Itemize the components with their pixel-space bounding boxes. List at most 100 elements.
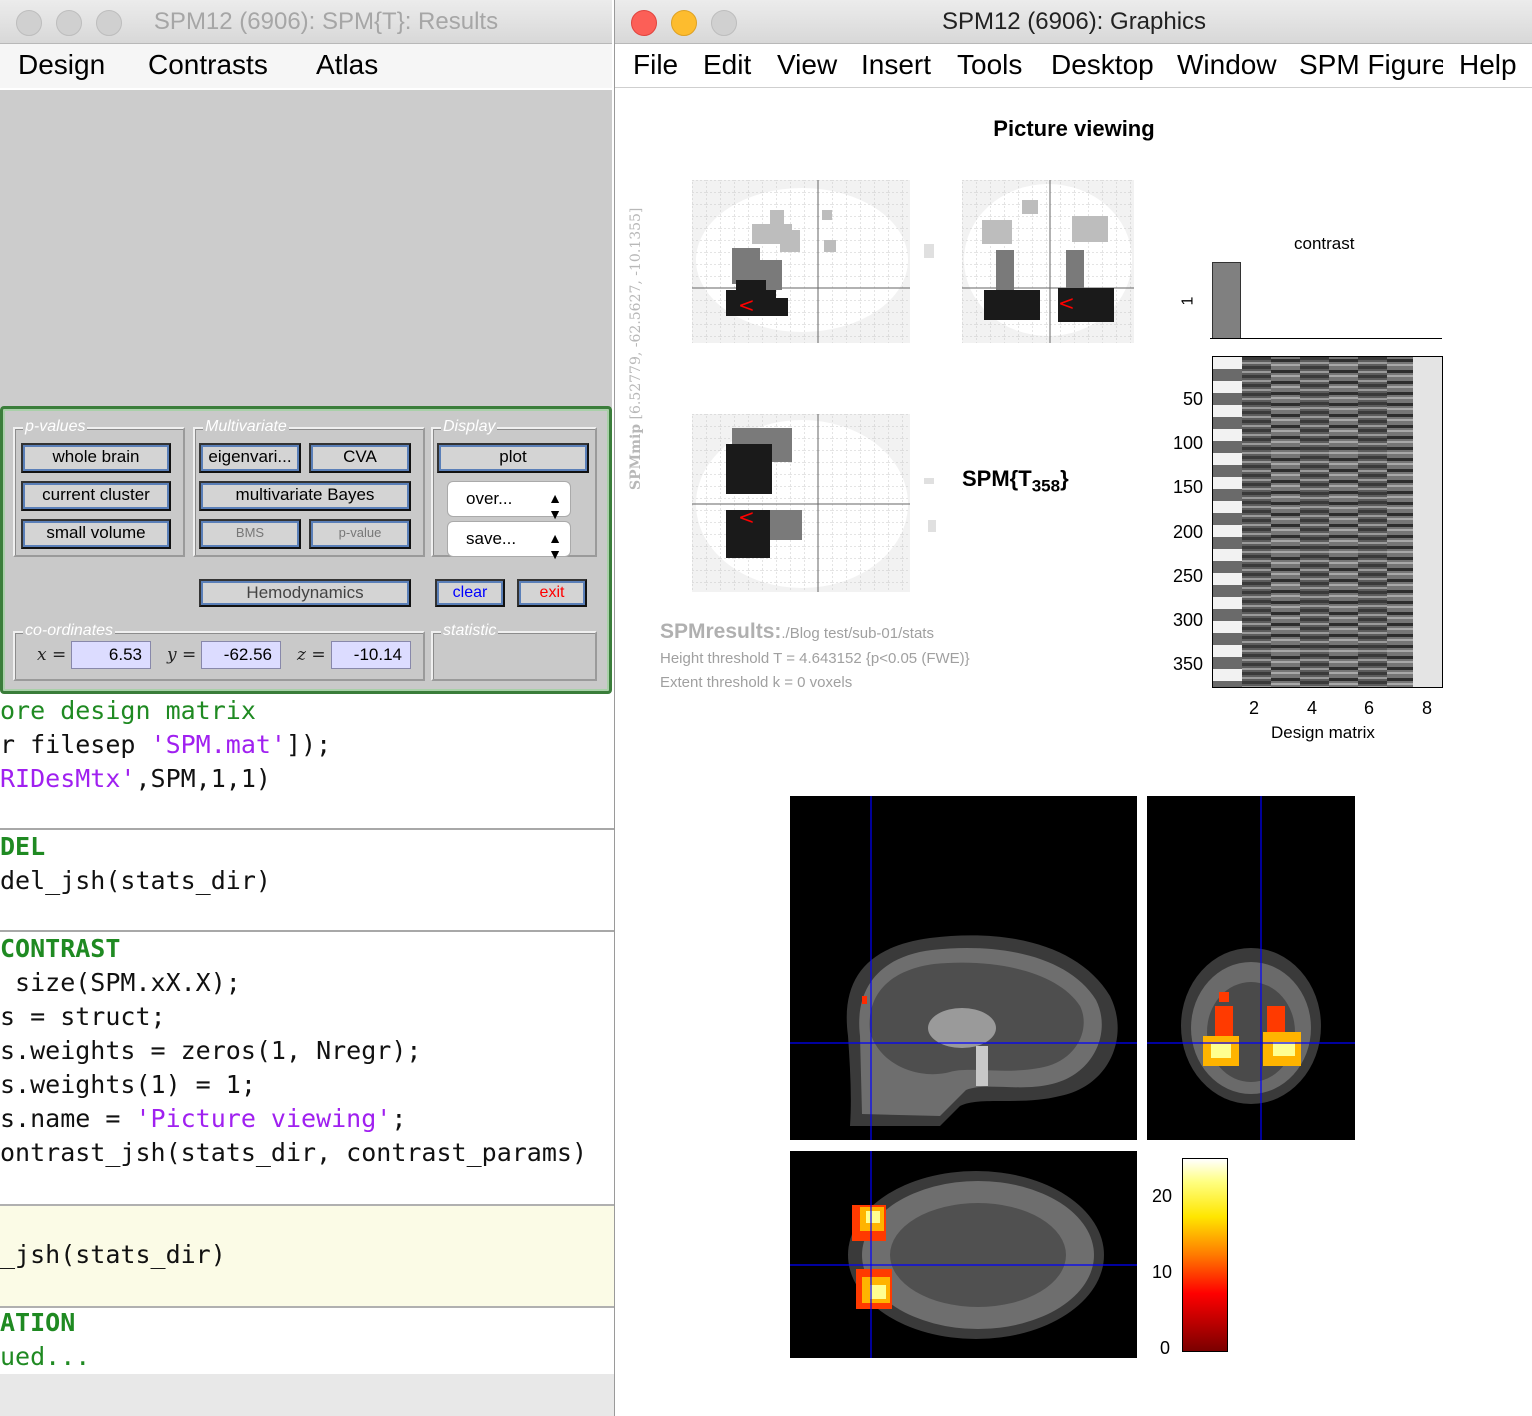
cva-button[interactable]: CVA: [309, 443, 411, 473]
code-text: ,SPM,1,1): [135, 764, 271, 793]
z-coordinate-field[interactable]: -10.14: [331, 641, 411, 669]
results-menubar: Design Contrasts Atlas: [0, 44, 612, 88]
zoom-window-icon[interactable]: [711, 10, 737, 36]
menu-desktop[interactable]: Desktop: [1051, 49, 1154, 80]
display-group: Display plot over... ▲ ▼ save... ▲ ▼: [431, 418, 597, 562]
menu-help[interactable]: Help: [1459, 49, 1517, 80]
colorbar-tick: 10: [1152, 1262, 1173, 1282]
menu-window[interactable]: Window: [1177, 49, 1277, 80]
svg-text:<: <: [1058, 291, 1075, 315]
code-comment: ued...: [0, 1342, 91, 1371]
colorbar-tick: 0: [1160, 1338, 1171, 1358]
colorbar-tick: 20: [1152, 1186, 1173, 1206]
results-empty-area: [0, 90, 612, 408]
code-line: ontrast_jsh(stats_dir, contrast_params): [0, 1138, 587, 1167]
design-matrix[interactable]: [1212, 356, 1443, 688]
whole-brain-button[interactable]: whole brain: [21, 443, 171, 473]
statistic-label: SPM{T358}: [962, 466, 1069, 496]
y-coordinate-label: y =: [167, 645, 197, 665]
mip-axial-view[interactable]: <: [692, 414, 910, 592]
menu-spm-figure[interactable]: SPM Figure: [1299, 49, 1443, 80]
results-control-panel: p-values whole brain current cluster sma…: [0, 406, 612, 694]
sagittal-section-view[interactable]: [790, 796, 1137, 1140]
results-summary-head: SPMresults:./Blog test/sub-01/stats: [660, 620, 934, 644]
code-text: s.name =: [0, 1104, 136, 1133]
code-text: ]);: [285, 730, 332, 759]
height-threshold-text: Height threshold T = 4.643152 {p<0.05 (F…: [660, 650, 970, 667]
code-editor[interactable]: ore design matrix r filesep 'SPM.mat']);…: [0, 690, 614, 1416]
design-y-tick: 250: [1173, 566, 1204, 586]
menu-view[interactable]: View: [777, 49, 838, 80]
axial-section-view[interactable]: [790, 1151, 1137, 1358]
menu-edit[interactable]: Edit: [703, 49, 752, 80]
menu-file[interactable]: File: [633, 49, 679, 80]
code-text: r filesep: [0, 730, 151, 759]
menu-contrasts[interactable]: Contrasts: [148, 49, 268, 80]
y-coordinate-field[interactable]: -62.56: [201, 641, 281, 669]
sagittal-brain-image: [790, 796, 1137, 1140]
minimize-window-icon[interactable]: [56, 10, 82, 36]
design-matrix-image: [1213, 357, 1442, 687]
group-label: Display: [441, 418, 498, 436]
menu-insert[interactable]: Insert: [861, 49, 932, 80]
p-value-button[interactable]: p-value: [309, 519, 411, 549]
code-line: del_jsh(stats_dir): [0, 866, 271, 895]
mip-sagittal-view[interactable]: <: [692, 180, 910, 343]
results-window: SPM12 (6906): SPM{T}: Results Design Con…: [0, 0, 612, 92]
figure-title: Picture viewing: [993, 116, 1155, 141]
design-x-tick: 4: [1307, 698, 1318, 718]
contrast-title: contrast: [1294, 234, 1355, 253]
overlay-popup[interactable]: over... ▲ ▼: [447, 481, 571, 522]
save-popup[interactable]: save... ▲ ▼: [447, 521, 571, 562]
code-string: 'Picture viewing': [135, 1104, 392, 1133]
exit-button[interactable]: exit: [517, 579, 587, 607]
multivariate-bayes-button[interactable]: multivariate Bayes: [199, 481, 411, 511]
menu-atlas[interactable]: Atlas: [316, 49, 379, 80]
window-title: SPM12 (6906): Graphics: [941, 8, 1207, 35]
z-coordinate-label: z =: [297, 645, 326, 665]
code-line: s.weights(1) = 1;: [0, 1070, 256, 1099]
close-window-icon[interactable]: [16, 10, 42, 36]
menu-tools[interactable]: Tools: [957, 49, 1023, 80]
close-window-icon[interactable]: [631, 10, 657, 36]
coronal-section-view[interactable]: [1147, 796, 1355, 1140]
bms-button[interactable]: BMS: [199, 519, 301, 549]
coordinates-group: co-ordinates x = 6.53 y = -62.56 z = -10…: [13, 622, 425, 681]
results-head: SPMresults:: [660, 620, 782, 643]
small-volume-button[interactable]: small volume: [21, 519, 171, 549]
mip-marker: [924, 244, 934, 258]
clear-button[interactable]: clear: [435, 579, 505, 607]
mip-sagittal-image: <: [692, 180, 910, 343]
cell-divider: [0, 828, 614, 830]
graphics-titlebar[interactable]: SPM12 (6906): Graphics: [615, 0, 1532, 44]
extent-threshold-text: Extent threshold k = 0 voxels: [660, 674, 853, 691]
contrast-axis: [1210, 338, 1442, 339]
graphics-menubar: File Edit View Insert Tools Desktop Wind…: [615, 44, 1532, 88]
minimize-window-icon[interactable]: [671, 10, 697, 36]
group-label: statistic: [441, 622, 499, 640]
chevron-updown-icon: ▲ ▼: [548, 530, 562, 562]
menu-design[interactable]: Design: [18, 49, 106, 80]
code-line: RIDesMtx',SPM,1,1): [0, 762, 271, 796]
intensity-colorbar: [1182, 1158, 1228, 1352]
code-string: 'SPM.mat': [150, 730, 286, 759]
code-line: s.weights = zeros(1, Nregr);: [0, 1036, 422, 1065]
editor-status-area: [0, 1374, 614, 1416]
plot-button[interactable]: plot: [437, 443, 589, 473]
code-line: s = struct;: [0, 1002, 166, 1031]
cell-title: ATION: [0, 1308, 76, 1337]
current-cluster-button[interactable]: current cluster: [21, 481, 171, 511]
p-values-group: p-values whole brain current cluster sma…: [13, 418, 185, 557]
hemodynamics-button[interactable]: Hemodynamics: [199, 579, 411, 607]
axial-brain-image: [790, 1151, 1137, 1358]
x-coordinate-field[interactable]: 6.53: [71, 641, 151, 669]
results-titlebar[interactable]: SPM12 (6906): SPM{T}: Results: [0, 0, 612, 44]
mip-coronal-view[interactable]: <: [962, 180, 1134, 343]
svg-text:<: <: [738, 505, 755, 529]
contrast-bar: [1212, 262, 1241, 339]
code-comment: ore design matrix: [0, 696, 256, 725]
chevron-updown-icon: ▲ ▼: [548, 490, 562, 522]
eigenvariate-button[interactable]: eigenvari...: [199, 443, 301, 473]
zoom-window-icon[interactable]: [96, 10, 122, 36]
coronal-brain-image: [1147, 796, 1355, 1140]
